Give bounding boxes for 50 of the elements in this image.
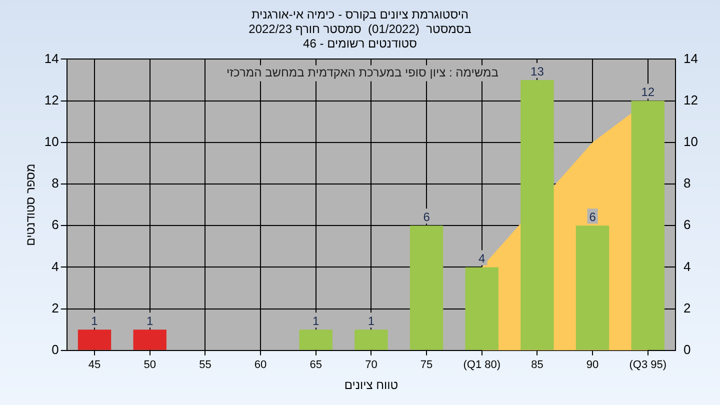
- x-tick-label: 70: [365, 359, 378, 372]
- x-tick-label: 50: [144, 359, 156, 372]
- data-label: 1: [368, 314, 375, 328]
- data-label: 1: [312, 314, 320, 328]
- data-label: 12: [641, 85, 655, 100]
- x-axis-title: טווח ציונים: [344, 378, 398, 392]
- y-axis-title: מספר סטודנטים: [24, 164, 38, 246]
- x-tick-label: 65: [310, 359, 322, 372]
- annotation: במשימה : ציון סופי במערכת האקדמית במחשב המרכזי: [226, 66, 498, 80]
- y-tick-label: 0: [52, 342, 59, 357]
- y-tick-label: 2: [52, 300, 59, 316]
- x-tick-label: 75: [420, 359, 433, 372]
- x-tick-label: (Q3 95): [629, 359, 667, 372]
- x-tick-label: 85: [531, 359, 544, 372]
- bar: [631, 100, 664, 350]
- data-label: 6: [423, 210, 430, 224]
- y2-tick-label: 14: [684, 50, 698, 66]
- x-tick-label: 55: [199, 359, 212, 372]
- y2-tick-label: 4: [684, 258, 691, 274]
- data-label: 13: [530, 64, 544, 78]
- bar: [576, 226, 610, 350]
- x-tick-label: 90: [586, 359, 599, 372]
- data-label: 1: [91, 314, 98, 328]
- bar: [410, 226, 444, 350]
- data-label: 4: [478, 252, 486, 266]
- bar: [299, 330, 332, 350]
- y-tick-label: 10: [44, 134, 59, 149]
- y2-tick-label: 12: [684, 92, 698, 108]
- y2-tick-label: 8: [684, 176, 691, 191]
- y2-tick-label: 10: [684, 134, 698, 149]
- y-tick-label: 8: [52, 176, 59, 191]
- chart-title: היסטוגרמת ציונים בקורס - כימיה אי-אורגנית: [251, 8, 469, 22]
- y2-tick-label: 6: [684, 217, 691, 232]
- chart-subtitle: בסמסטר (01/2022) סמסטר חורף 2022/23 סטודנטים רשומים - 46: [248, 22, 472, 50]
- x-tick-label: 60: [254, 359, 267, 372]
- data-label: 1: [146, 314, 154, 328]
- bar: [465, 267, 498, 350]
- x-tick-label: 45: [88, 359, 101, 372]
- y-tick-label: 12: [44, 92, 59, 108]
- y-tick-label: 14: [44, 50, 59, 66]
- bar: [78, 330, 112, 350]
- bar: [520, 80, 554, 350]
- y-tick-label: 4: [52, 258, 59, 274]
- bar: [354, 330, 388, 350]
- bar: [133, 330, 166, 350]
- x-tick-label: (Q1 80): [463, 359, 501, 372]
- y2-tick-label: 2: [684, 300, 691, 316]
- data-label: 6: [589, 210, 596, 224]
- y-tick-label: 6: [52, 217, 59, 232]
- y2-tick-label: 0: [684, 342, 691, 357]
